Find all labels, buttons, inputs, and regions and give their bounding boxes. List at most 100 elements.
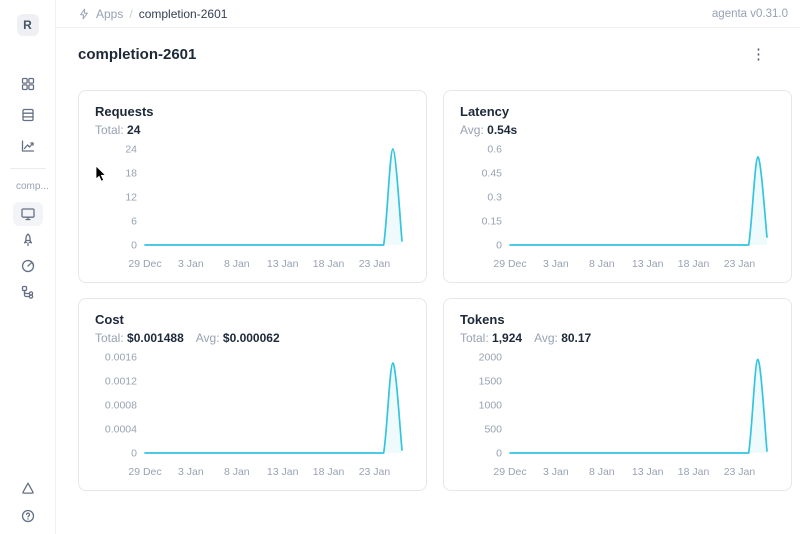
svg-text:18 Jan: 18 Jan [313,258,345,270]
svg-text:0: 0 [496,448,502,460]
latency-card: Latency Avg: 0.54s 0 0.15 0.3 0.45 0.6 29 Dec… [443,90,792,283]
svg-text:23 Jan: 23 Jan [359,466,391,478]
svg-text:8 Jan: 8 Jan [224,466,250,478]
title-row: completion-2601 ⋮ [78,46,792,64]
apps-grid-icon [21,77,34,91]
content: completion-2601 ⋮ Requests Total: 24 0 6 1… [56,28,800,491]
svg-text:3 Jan: 3 Jan [543,258,569,270]
svg-text:18: 18 [125,168,137,180]
mouse-cursor [95,166,107,182]
sidebar-item-playground[interactable] [13,228,43,252]
svg-text:2000: 2000 [479,352,503,364]
svg-text:0: 0 [131,448,137,460]
tokens-card: Tokens Total: 1,924 Avg: 80.17 0 500 1000 1… [443,298,792,491]
sidebar-nav-bottom [13,476,43,534]
svg-text:0: 0 [131,240,137,252]
stat-label: Avg: [460,123,484,137]
sidebar-item-help[interactable] [13,504,43,528]
svg-text:24: 24 [125,144,137,156]
avatar[interactable]: R [16,14,39,36]
stat-value: $0.001488 [127,331,184,345]
stat-label: Avg: [195,331,220,345]
svg-text:0.15: 0.15 [482,216,503,228]
card-title: Cost [95,312,124,327]
gauge-icon [21,259,34,273]
svg-text:13 Jan: 13 Jan [267,258,299,270]
requests-chart: 0 6 12 18 24 29 Dec 3 Jan 8 Jan 13 Jan 18 Jan 23 J… [125,144,403,270]
svg-text:3 Jan: 3 Jan [543,466,569,478]
svg-text:500: 500 [484,424,502,436]
sidebar-item-apps[interactable] [13,72,43,96]
triangle-icon [21,482,34,494]
svg-text:29 Dec: 29 Dec [493,466,526,478]
svg-text:0.6: 0.6 [487,144,502,156]
rows-list-icon [21,108,34,122]
requests-card: Requests Total: 24 0 6 12 18 24 29 Dec 3 Jan 8 … [78,90,427,283]
stat-label: Total: [460,331,489,345]
stat-value: 0.54s [487,123,518,137]
monitor-icon [20,208,35,221]
sidebar-item-testsets[interactable] [13,103,43,127]
stat-value: 1,924 [492,331,523,345]
svg-text:8 Jan: 8 Jan [589,258,615,270]
svg-text:13 Jan: 13 Jan [632,466,664,478]
breadcrumb-apps[interactable]: Apps [96,6,124,21]
svg-text:29 Dec: 29 Dec [128,466,161,478]
breadcrumb: Apps / completion-2601 [78,7,227,21]
sidebar-item-traces[interactable] [13,280,43,304]
svg-text:0.0012: 0.0012 [105,376,137,388]
top-bar: Apps / completion-2601 agenta v0.31.0 [56,0,800,28]
metric-cards-grid: Requests Total: 24 0 6 12 18 24 29 Dec 3 Jan 8 … [78,90,792,491]
svg-text:3 Jan: 3 Jan [178,258,204,270]
sidebar-nav-app [12,202,43,304]
svg-text:0.0016: 0.0016 [105,352,137,364]
trace-tree-icon [21,285,33,299]
sidebar-item-overview[interactable] [12,202,43,226]
stat-value: 24 [127,123,141,137]
tokens-chart: 0 500 1000 1500 2000 29 Dec 3 Jan 8 Jan 13 Jan 18… [479,352,768,478]
svg-text:23 Jan: 23 Jan [724,466,756,478]
page-title: completion-2601 [78,46,197,63]
sidebar-nav-global [13,72,43,158]
svg-text:3 Jan: 3 Jan [178,466,204,478]
card-title: Tokens [460,312,505,327]
stat-value: 80.17 [561,331,592,345]
sidebar-item-observability[interactable] [13,134,43,158]
svg-text:18 Jan: 18 Jan [678,466,710,478]
svg-text:29 Dec: 29 Dec [128,258,161,270]
stat-label: Total: [95,123,124,137]
card-title: Requests [95,104,154,119]
version-label: agenta v0.31.0 [711,7,788,20]
kebab-menu-button[interactable]: ⋮ [751,46,766,63]
svg-text:0.0008: 0.0008 [105,400,137,412]
breadcrumb-separator: / [129,6,133,21]
sidebar-item-alerts[interactable] [13,476,43,500]
rocket-icon [23,233,32,247]
svg-text:0: 0 [496,240,502,252]
svg-text:1000: 1000 [479,400,503,412]
svg-text:18 Jan: 18 Jan [313,466,345,478]
main-area: Apps / completion-2601 agenta v0.31.0 co… [56,0,800,534]
svg-text:13 Jan: 13 Jan [267,466,299,478]
svg-text:1500: 1500 [479,376,503,388]
stat-value: $0.000062 [222,331,280,345]
sidebar: R [0,0,56,534]
svg-text:29 Dec: 29 Dec [493,258,526,270]
cost-card: Cost Total: $0.001488 Avg: $0.000062 0 0.… [78,298,427,491]
stat-label: Total: [95,331,124,345]
svg-text:0.3: 0.3 [487,192,502,204]
help-icon [21,509,34,523]
sidebar-item-evaluations[interactable] [13,254,43,278]
svg-text:23 Jan: 23 Jan [359,258,391,270]
lightning-icon [80,8,88,19]
svg-text:18 Jan: 18 Jan [678,258,710,270]
stat-label: Avg: [534,331,558,345]
latency-chart: 0 0.15 0.3 0.45 0.6 29 Dec 3 Jan 8 Jan 13 Jan 18 … [482,144,768,270]
svg-text:23 Jan: 23 Jan [724,258,756,270]
card-stats: Total: 1,924 Avg: 80.17 [460,331,775,345]
svg-text:8 Jan: 8 Jan [224,258,250,270]
line-chart-icon [21,140,34,152]
svg-text:0.0004: 0.0004 [105,424,137,436]
svg-text:8 Jan: 8 Jan [589,466,615,478]
